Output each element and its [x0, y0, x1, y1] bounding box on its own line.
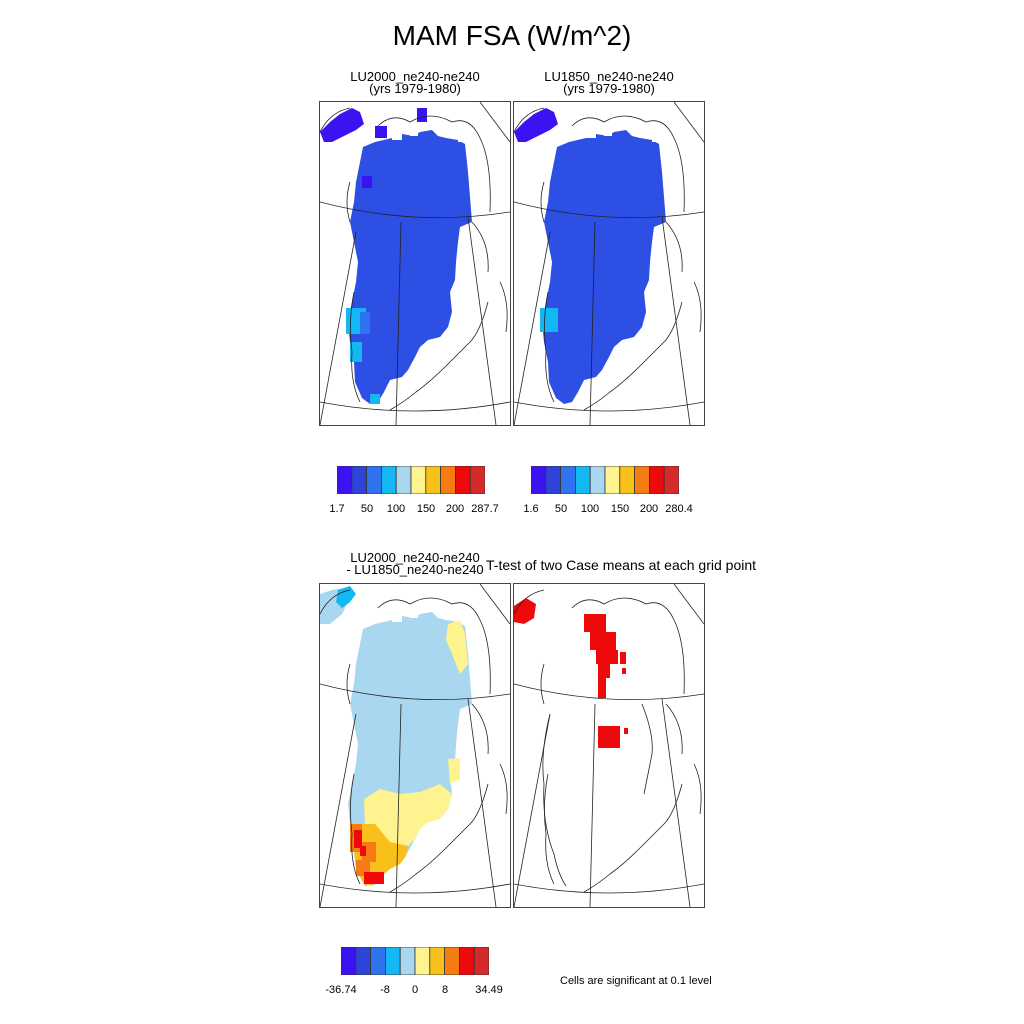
- colorbar-swatch: [560, 465, 576, 495]
- colorbar-swatch: [385, 946, 401, 976]
- colorbar-swatch: [336, 465, 353, 495]
- colorbar-swatch: [575, 465, 591, 495]
- colorbar-swatch: [410, 465, 427, 495]
- map-panel-lu2000: [319, 101, 511, 426]
- colorbar-swatch: [545, 465, 562, 495]
- colorbar-labels-top-left: 1.7 50 100 150 200 287.7: [329, 503, 498, 517]
- colorbar-swatch: [459, 946, 475, 976]
- colorbar-tick-label: 1.7: [329, 503, 345, 515]
- colorbar-swatches: [340, 946, 490, 976]
- map-panel-difference: [319, 583, 511, 908]
- colorbar-top-right: [530, 465, 680, 495]
- colorbar-swatch: [440, 465, 456, 495]
- colorbar-tick-label: 287.7: [471, 503, 499, 515]
- colorbar-swatch: [414, 946, 431, 976]
- colorbar-swatch: [395, 465, 412, 495]
- map-ttest: [514, 584, 704, 907]
- panel-title-line2: (yrs 1979-1980): [369, 81, 461, 96]
- colorbar-swatch: [425, 465, 442, 495]
- colorbar-tick-label: 100: [386, 503, 406, 515]
- panel-title-bottom-left: LU2000_ne240-ne240 - LU1850_ne240-ne240: [319, 550, 511, 577]
- colorbar-tick-label: 200: [639, 503, 659, 515]
- panel-title-line2: - LU1850_ne240-ne240: [346, 562, 484, 577]
- colorbar-swatch: [604, 465, 621, 495]
- colorbar-swatch: [351, 465, 368, 495]
- colorbar-swatch: [663, 465, 680, 495]
- colorbar-tick-label: 8: [441, 984, 449, 996]
- panel-title-line2: (yrs 1979-1980): [563, 81, 655, 96]
- colorbar-tick-label: -8: [380, 984, 390, 996]
- map-panel-ttest: [513, 583, 705, 908]
- map-lu2000: [320, 102, 510, 425]
- colorbar-bottom: [340, 946, 490, 976]
- main-title: MAM FSA (W/m^2): [392, 20, 632, 51]
- map-panel-lu1850: [513, 101, 705, 426]
- colorbar-swatch: [469, 465, 486, 495]
- colorbar-tick-label: 0: [411, 984, 419, 996]
- colorbar-tick-label: 100: [580, 503, 600, 515]
- colorbar-swatch: [370, 946, 386, 976]
- panel-title-bottom-right: T-test of two Case means at each grid po…: [486, 557, 757, 573]
- colorbar-tick-label: 280.4: [665, 503, 693, 515]
- colorbar-swatch: [589, 465, 606, 495]
- colorbar-swatch: [473, 946, 490, 976]
- panel-title-top-left: LU2000_ne240-ne240 (yrs 1979-1980): [319, 69, 511, 96]
- colorbar-swatch: [366, 465, 382, 495]
- colorbar-swatch: [455, 465, 471, 495]
- colorbar-labels-bottom: -36.74 -8 0 8 34.49: [325, 984, 502, 998]
- colorbar-tick-label: -36.74: [325, 984, 357, 996]
- significance-note: Cells are significant at 0.1 level: [560, 975, 712, 987]
- panel-title-line1: LU2000_ne240-ne240: [350, 550, 480, 565]
- colorbar-swatches: [530, 465, 680, 495]
- colorbar-tick-label: 34.49: [475, 984, 503, 996]
- colorbar-tick-label: 50: [360, 503, 374, 515]
- colorbar-swatch: [634, 465, 650, 495]
- colorbar-swatch: [429, 946, 446, 976]
- colorbar-swatch: [381, 465, 397, 495]
- panel-title-line1: LU2000_ne240-ne240: [350, 69, 480, 84]
- colorbar-swatch: [355, 946, 372, 976]
- colorbar-tick-label: 200: [445, 503, 465, 515]
- colorbar-labels-top-right: 1.6 50 100 150 200 280.4: [523, 503, 692, 517]
- panel-title-line1: LU1850_ne240-ne240: [544, 69, 674, 84]
- colorbar-tick-label: 150: [610, 503, 630, 515]
- colorbar-swatch: [649, 465, 665, 495]
- colorbar-swatch: [530, 465, 547, 495]
- colorbar-tick-label: 1.6: [523, 503, 539, 515]
- colorbar-tick-label: 150: [416, 503, 436, 515]
- colorbar-tick-label: 50: [554, 503, 568, 515]
- map-difference: [320, 584, 510, 907]
- colorbar-swatch: [444, 946, 460, 976]
- colorbar-swatch: [399, 946, 416, 976]
- colorbar-top-left: [336, 465, 486, 495]
- colorbar-swatches: [336, 465, 486, 495]
- panel-title-top-right: LU1850_ne240-ne240 (yrs 1979-1980): [513, 69, 705, 96]
- map-lu1850: [514, 102, 704, 425]
- colorbar-swatch: [340, 946, 357, 976]
- colorbar-swatch: [619, 465, 636, 495]
